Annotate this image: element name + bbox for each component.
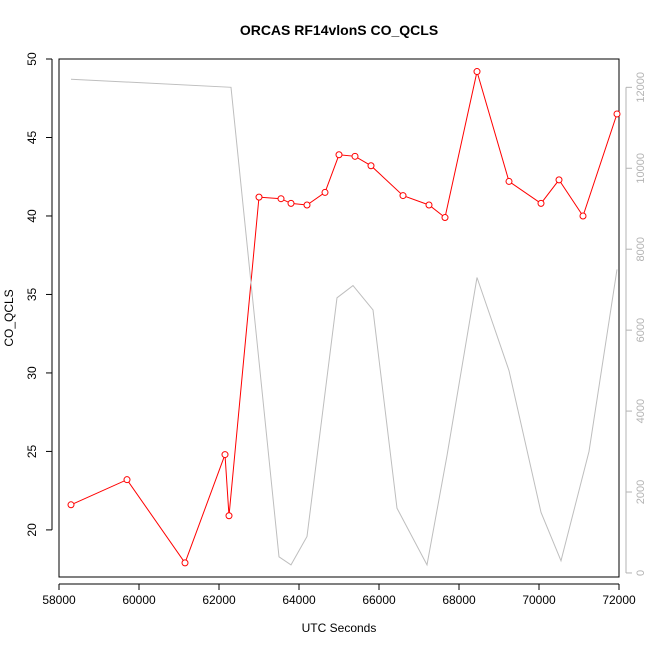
data-point — [399, 192, 407, 200]
x-tick-label: 70000 — [522, 593, 556, 607]
plot-frame — [58, 58, 620, 578]
x-tick-label: 72000 — [602, 593, 636, 607]
x-axis: 58000 60000 62000 64000 66000 68000 70000 72000 — [42, 583, 636, 607]
y-tick-label: 30 — [25, 366, 39, 380]
y-tick-label: 45 — [25, 130, 39, 144]
y-tick-label: 40 — [25, 209, 39, 223]
data-point — [303, 201, 311, 209]
y-axis: 20 25 30 35 40 45 50 — [25, 52, 53, 537]
data-point — [441, 214, 449, 222]
data-point — [367, 162, 375, 170]
data-point — [221, 451, 229, 459]
chart-title: ORCAS RF14vlonS CO_QCLS — [240, 22, 438, 38]
data-point — [579, 212, 587, 220]
data-point — [505, 177, 513, 185]
data-point — [287, 199, 295, 207]
y2-tick-label: 12000 — [635, 72, 647, 103]
series-line-1 — [70, 71, 618, 564]
x-tick-label: 58000 — [42, 593, 76, 607]
data-point — [425, 201, 433, 209]
x-tick-label: 66000 — [362, 593, 396, 607]
x-tick-label: 62000 — [202, 593, 236, 607]
y2-tick-label: 4000 — [635, 399, 647, 423]
data-point — [351, 152, 359, 160]
y2-tick-label: 10000 — [635, 153, 647, 184]
y-tick-label: 50 — [25, 52, 39, 66]
y2-tick-label: 0 — [635, 570, 647, 576]
y-tick-label: 25 — [25, 444, 39, 458]
x-tick-label: 60000 — [122, 593, 156, 607]
data-point — [225, 512, 233, 520]
y2-tick-label: 8000 — [635, 237, 647, 261]
data-point — [255, 193, 263, 201]
x-tick-label: 68000 — [442, 593, 476, 607]
data-point — [123, 476, 131, 484]
y-tick-label: 35 — [25, 287, 39, 301]
x-tick-label: 64000 — [282, 593, 316, 607]
data-point — [613, 110, 621, 118]
series-line-2 — [70, 78, 618, 567]
x-axis-label: UTC Seconds — [302, 621, 377, 635]
data-point — [277, 195, 285, 203]
data-point — [537, 199, 545, 207]
y2-tick-label: 2000 — [635, 480, 647, 504]
data-point — [555, 176, 563, 184]
y-axis-label: CO_QCLS — [2, 289, 16, 346]
data-point — [473, 68, 481, 76]
data-point — [181, 559, 189, 567]
series-layer — [67, 68, 621, 567]
y2-tick-label: 6000 — [635, 318, 647, 342]
y-tick-label: 20 — [25, 523, 39, 537]
data-point — [321, 188, 329, 196]
data-point — [335, 151, 343, 159]
secondary-y-axis: 0 2000 4000 6000 8000 10000 12000 — [625, 72, 647, 576]
data-point — [67, 501, 75, 509]
